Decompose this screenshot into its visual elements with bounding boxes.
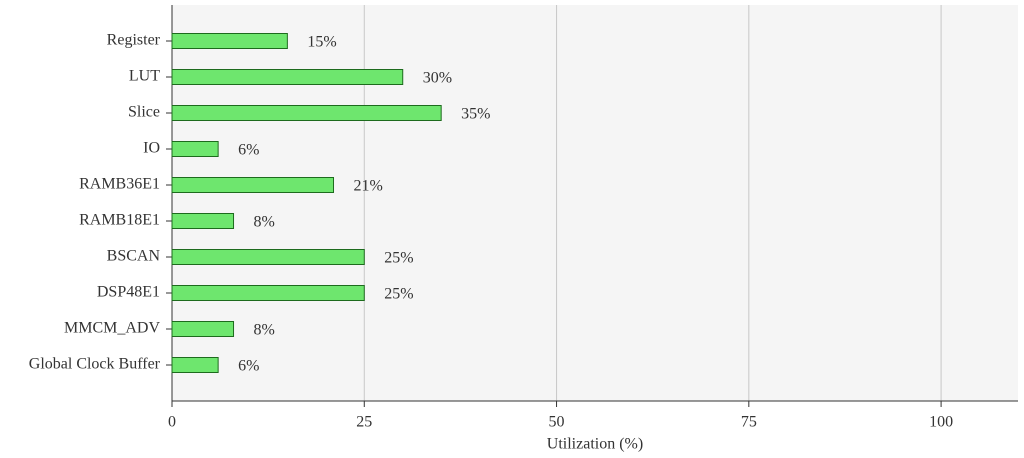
bar (171, 141, 219, 157)
bar (171, 213, 235, 229)
y-tick-label: Slice (128, 104, 160, 121)
bar (171, 321, 235, 337)
y-tick-label: MMCM_ADV (64, 320, 160, 337)
value-label: 6% (238, 358, 259, 375)
y-tick-label: RAMB18E1 (79, 212, 160, 229)
value-label: 8% (254, 322, 275, 339)
plot-area (172, 5, 1018, 401)
x-tick-label: 50 (549, 414, 565, 431)
bar (171, 285, 365, 301)
y-tick-label: Global Clock Buffer (29, 356, 161, 373)
value-label: 6% (238, 142, 259, 159)
bar (171, 69, 404, 85)
value-label: 25% (384, 250, 413, 267)
y-tick-label: RAMB36E1 (79, 176, 160, 193)
bar (171, 177, 335, 193)
x-tick-label: 75 (741, 414, 757, 431)
y-tick-label: DSP48E1 (97, 284, 160, 301)
value-label: 8% (254, 214, 275, 231)
value-label: 15% (307, 34, 336, 51)
y-tick-label: BSCAN (107, 248, 161, 265)
bar (171, 33, 288, 49)
x-tick-label: 0 (168, 414, 176, 431)
bar (171, 357, 219, 373)
bar (171, 249, 365, 265)
y-tick-label: LUT (129, 68, 160, 85)
x-tick-label: 25 (356, 414, 372, 431)
bar (171, 105, 442, 121)
y-tick-label: IO (143, 140, 160, 157)
y-tick-label: Register (107, 32, 161, 49)
x-tick-label: 100 (929, 414, 953, 431)
x-axis-title: Utilization (%) (547, 436, 643, 453)
value-label: 21% (354, 178, 383, 195)
value-label: 25% (384, 286, 413, 303)
value-label: 35% (461, 106, 490, 123)
value-label: 30% (423, 70, 452, 87)
